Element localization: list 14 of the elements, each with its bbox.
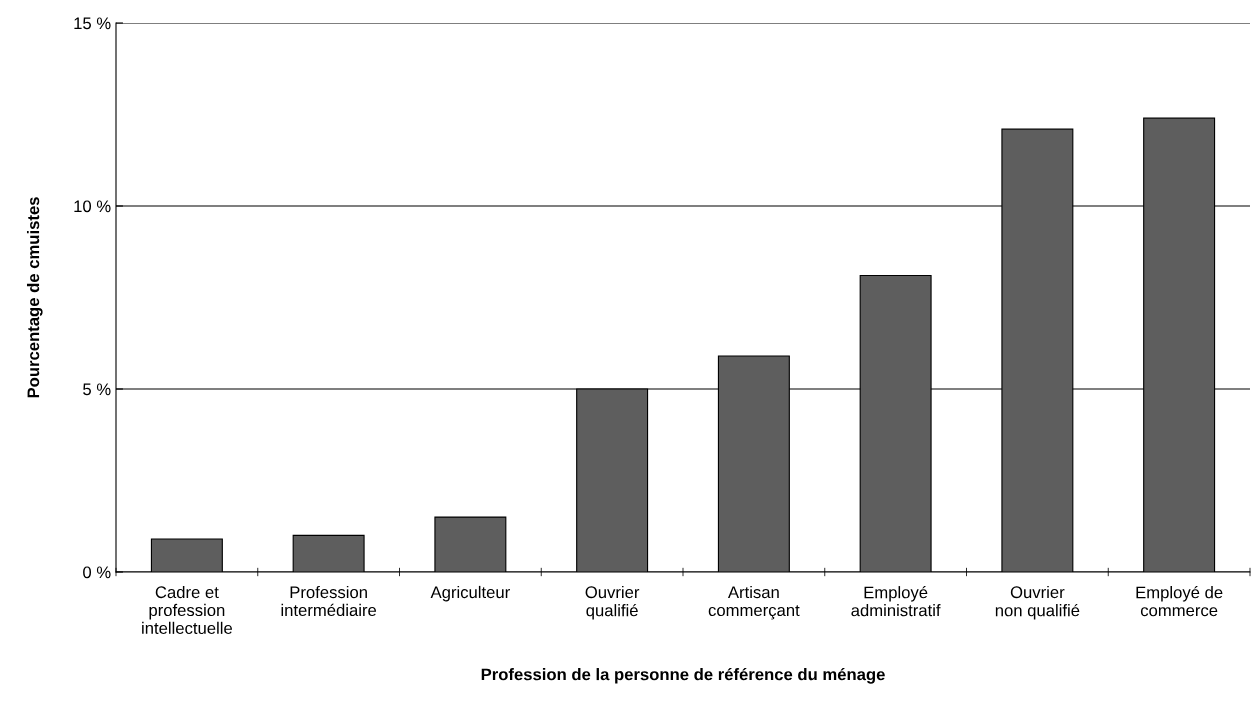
x-tick-label: Employé administratif	[851, 585, 941, 617]
y-tick-label: 5 %	[83, 383, 111, 396]
y-tick-label: 0 %	[83, 566, 111, 579]
x-tick-label: Employé de commerce	[1136, 585, 1223, 617]
x-tick-label: Ouvrier qualifié	[585, 585, 640, 620]
y-tick-label: 15 %	[74, 17, 111, 30]
y-tick-label: 10 %	[74, 200, 111, 213]
x-tick-label: Cadre et profession intellectuelle	[142, 585, 232, 635]
x-tick-label: Artisan commerçant	[708, 585, 800, 620]
x-axis-title: Profession de la personne de référence du ménage	[481, 667, 885, 684]
x-tick-label: Agriculteur	[430, 585, 510, 602]
y-axis-title: Pourcentage de cmuistes	[26, 197, 43, 398]
x-tick-label: Ouvrier non qualifié	[995, 585, 1080, 620]
x-tick-label: Profession intermédiaire	[281, 585, 377, 617]
